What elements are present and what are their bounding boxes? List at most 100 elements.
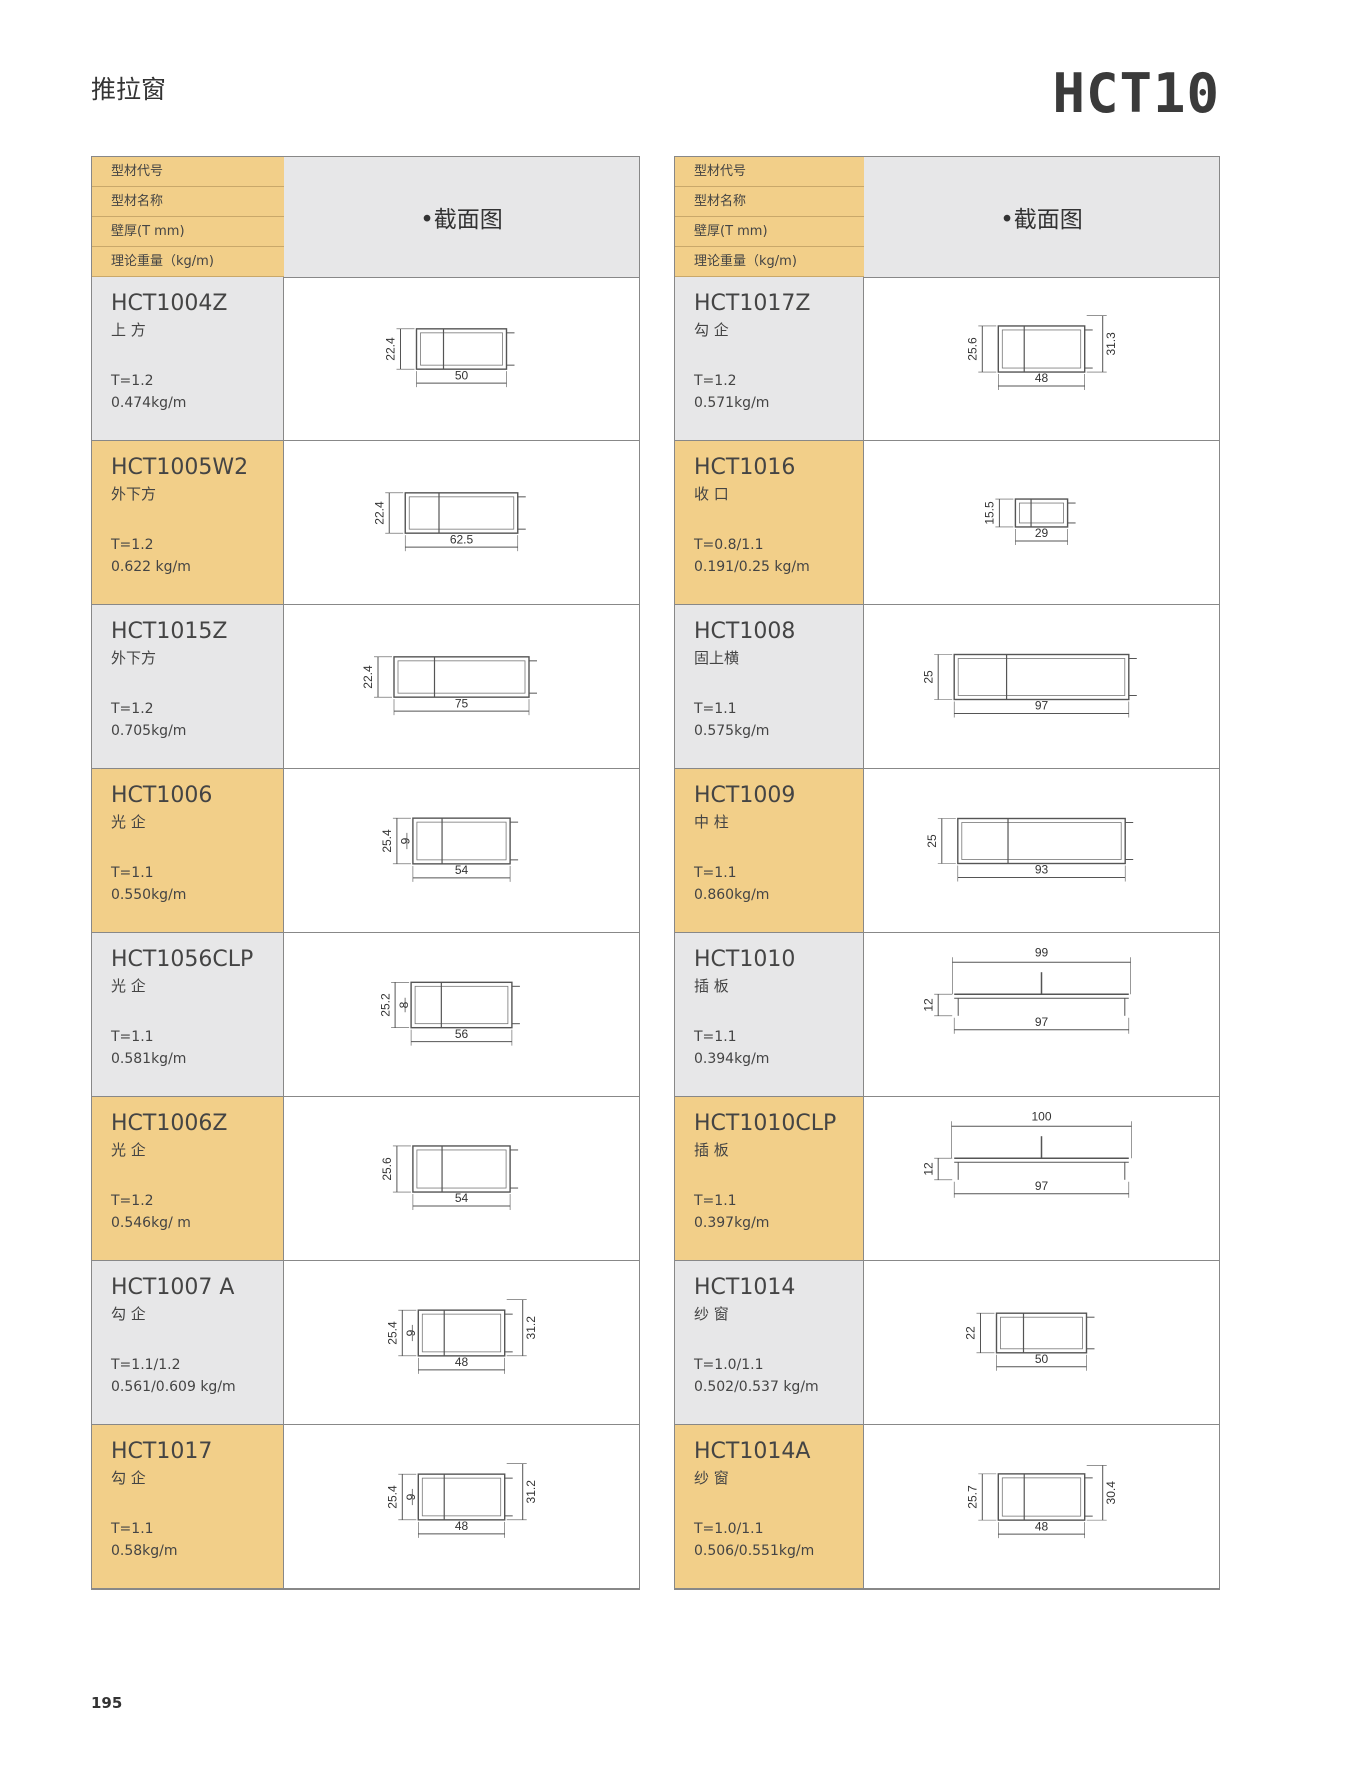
profile-inner [1000, 1316, 1083, 1350]
wall-thickness: T=0.8/1.1 [694, 537, 764, 553]
dimension-label: 25 [921, 670, 935, 684]
section-drawing: 62.5 22.4 [372, 492, 526, 552]
section-drawing: 54 25.4 9 [380, 817, 519, 882]
row-label: HCT1017 勾 企 T=1.1 0.58kg/m [92, 1425, 284, 1588]
unit-weight: 0.58kg/m [111, 1543, 178, 1559]
dimension-label: 25.6 [380, 1157, 394, 1181]
wall-thickness: T=1.1 [694, 865, 737, 881]
profile-inner [1001, 1477, 1082, 1517]
profile-inner [421, 1313, 502, 1353]
table-header: 型材代号 型材名称 壁厚(T mm) 理论重量（kg/m) •截面图 [92, 157, 639, 278]
row-label: HCT1004Z 上 方 T=1.2 0.474kg/m [92, 277, 284, 440]
profile-inner [408, 496, 515, 530]
profile-name: 勾 企 [694, 321, 729, 339]
wall-thickness: T=1.0/1.1 [694, 1521, 764, 1537]
section-drawing: 48 25.6 31.3 [965, 315, 1118, 391]
section-drawing: 93 25 [925, 817, 1134, 882]
header-label: 型材名称 [675, 187, 864, 217]
row-label: HCT1014 纱 窗 T=1.0/1.1 0.502/0.537 kg/m [675, 1261, 864, 1424]
unit-weight: 0.474kg/m [111, 395, 187, 411]
profile-outline [412, 817, 511, 865]
wall-thickness: T=1.1 [694, 1193, 737, 1209]
section-drawing: 48 25.7 30.4 [965, 1465, 1118, 1539]
section-drawing: 50 22.4 [384, 328, 515, 388]
row-label: HCT1009 中 柱 T=1.1 0.860kg/m [675, 769, 864, 932]
profile-name: 外下方 [111, 649, 157, 667]
header-label: 理论重量（kg/m) [92, 247, 284, 277]
dimension-label: 50 [1035, 1352, 1049, 1366]
profile-name: 纱 窗 [694, 1305, 729, 1323]
profile-code: HCT1056CLP [111, 947, 254, 972]
profile-table: 型材代号 型材名称 壁厚(T mm) 理论重量（kg/m) •截面图 HCT1004Z 上 … [91, 156, 640, 1590]
profile-row: HCT1006 光 企 T=1.1 0.550kg/m 54 25.4 9 [92, 769, 639, 933]
dimension-label: 22.4 [361, 665, 375, 689]
profile-outline [393, 656, 530, 698]
profile-outline [953, 653, 1130, 701]
series-title: HCT10 [1052, 62, 1220, 125]
section-drawing: 99 97 12 [921, 945, 1131, 1034]
row-label: HCT1016 收 口 T=0.8/1.1 0.191/0.25 kg/m [675, 441, 864, 604]
dimension-label: 48 [455, 1355, 469, 1369]
row-label: HCT1015Z 外下方 T=1.2 0.705kg/m [92, 605, 284, 768]
row-label: HCT1008 固上横 T=1.1 0.575kg/m [675, 605, 864, 768]
section-drawing: 29 15.5 [983, 498, 1076, 545]
dimension-label: 97 [1035, 699, 1049, 713]
dimension-label: 12 [921, 998, 935, 1012]
wall-thickness: T=1.1 [111, 865, 154, 881]
profile-outline [417, 1473, 506, 1521]
profile-name: 固上横 [694, 649, 740, 667]
section-drawing: 54 25.6 [380, 1145, 519, 1211]
profile-row: HCT1017Z 勾 企 T=1.2 0.571kg/m 48 25.6 31.3 [675, 277, 1219, 441]
profile-name: 收 口 [694, 485, 729, 503]
wall-thickness: T=1.2 [694, 373, 737, 389]
row-label: HCT1056CLP 光 企 T=1.1 0.581kg/m [92, 933, 284, 1096]
table-header: 型材代号 型材名称 壁厚(T mm) 理论重量（kg/m) •截面图 [675, 157, 1219, 278]
dimension-label: 25.7 [965, 1485, 979, 1509]
dimension-label: 9 [404, 1493, 418, 1500]
header-label: 型材代号 [92, 157, 284, 187]
dimension-label: 22 [964, 1326, 978, 1340]
profile-code: HCT1017Z [694, 291, 811, 316]
profile-row: HCT1017 勾 企 T=1.1 0.58kg/m 48 25.4 9 31.2 [92, 1425, 639, 1589]
profile-name: 光 企 [111, 1141, 146, 1159]
section-drawing: 50 22 [964, 1312, 1095, 1371]
profile-row: HCT1004Z 上 方 T=1.2 0.474kg/m 50 22.4 [92, 277, 639, 441]
profile-name: 插 板 [694, 977, 729, 995]
unit-weight: 0.705kg/m [111, 723, 187, 739]
profile-row: HCT1014 纱 窗 T=1.0/1.1 0.502/0.537 kg/m 50 22 [675, 1261, 1219, 1425]
row-label: HCT1007 A 勾 企 T=1.1/1.2 0.561/0.609 kg/m [92, 1261, 284, 1424]
row-label: HCT1010CLP 插 板 T=1.1 0.397kg/m [675, 1097, 864, 1260]
dimension-label: 31.2 [524, 1316, 538, 1340]
profile-row: HCT1006Z 光 企 T=1.2 0.546kg/ m 54 25.6 [92, 1097, 639, 1261]
row-label: HCT1017Z 勾 企 T=1.2 0.571kg/m [675, 277, 864, 440]
profile-inner [1018, 502, 1064, 524]
profile-outline [410, 981, 513, 1029]
dimension-label: 56 [455, 1027, 469, 1041]
profile-name: 中 柱 [694, 813, 729, 831]
dimension-label: 75 [455, 696, 469, 710]
profile-row: HCT1008 固上横 T=1.1 0.575kg/m 97 25 [675, 605, 1219, 769]
dimension-label: 31.3 [1104, 332, 1118, 356]
dimension-label: 54 [455, 1191, 469, 1205]
profile-inner [420, 332, 503, 366]
profile-code: HCT1014A [694, 1439, 811, 1464]
profile-code: HCT1006Z [111, 1111, 228, 1136]
unit-weight: 0.502/0.537 kg/m [694, 1379, 819, 1395]
unit-weight: 0.191/0.25 kg/m [694, 559, 810, 575]
section-drawing: 97 25 [921, 653, 1137, 718]
profile-code: HCT1008 [694, 619, 796, 644]
profile-inner [961, 822, 1122, 860]
profile-code: HCT1004Z [111, 291, 228, 316]
header-label: 壁厚(T mm) [675, 217, 864, 247]
row-label: HCT1006 光 企 T=1.1 0.550kg/m [92, 769, 284, 932]
dimension-label: 25.6 [965, 337, 979, 361]
profile-outline [404, 492, 519, 534]
unit-weight: 0.546kg/ m [111, 1215, 191, 1231]
header-label: 型材代号 [675, 157, 864, 187]
section-drawing: 48 25.4 9 31.2 [385, 1463, 538, 1538]
profile-code: HCT1016 [694, 455, 796, 480]
profile-row: HCT1016 收 口 T=0.8/1.1 0.191/0.25 kg/m 29 15.5 [675, 441, 1219, 605]
dimension-label: 22.4 [372, 501, 386, 525]
unit-weight: 0.571kg/m [694, 395, 770, 411]
